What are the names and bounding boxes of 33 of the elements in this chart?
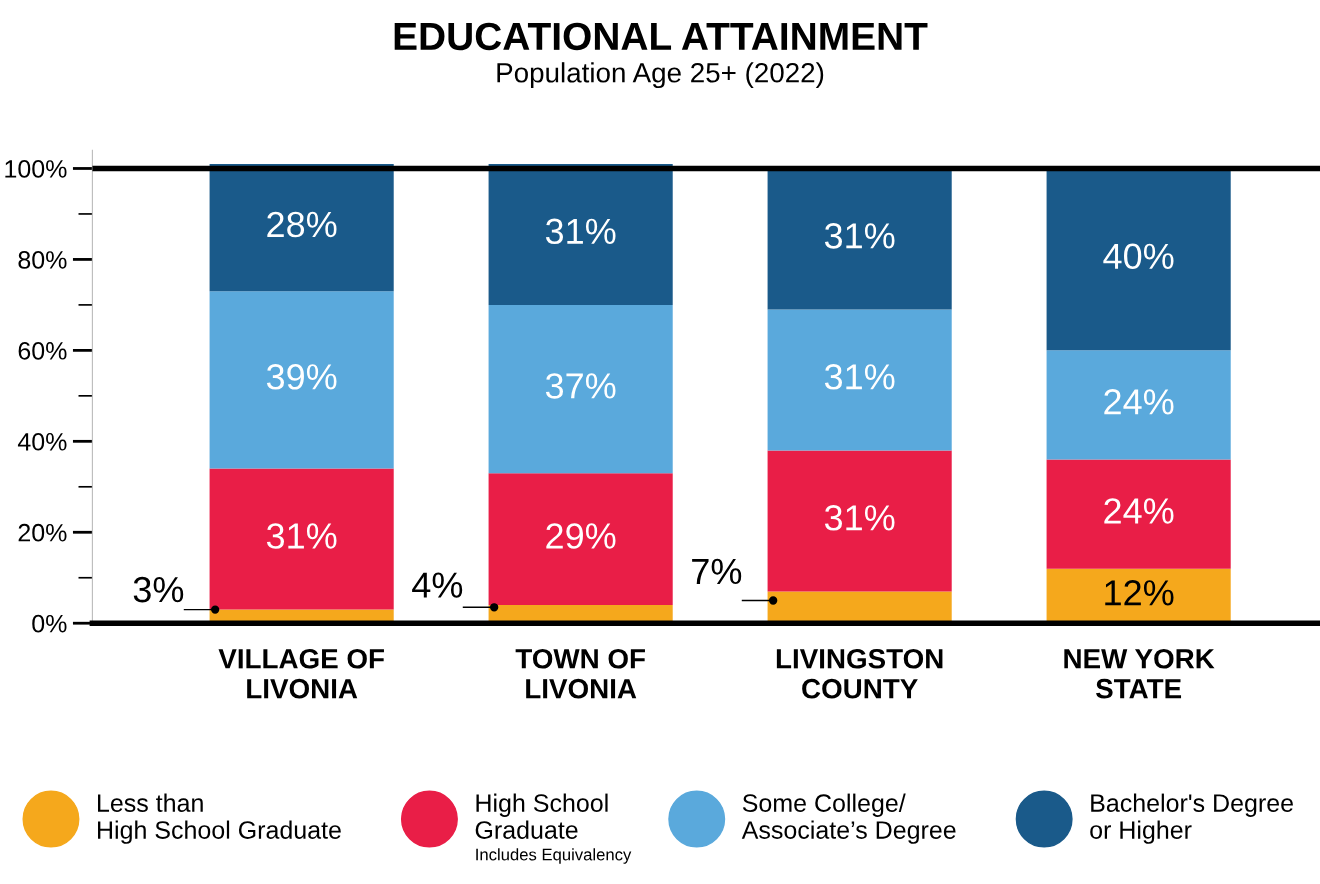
data-label: 31%	[545, 218, 616, 245]
data-label: 7%	[692, 558, 742, 585]
y-tick-label: 20%	[18, 523, 67, 542]
data-label: 31%	[824, 223, 895, 249]
data-label: 24%	[1104, 389, 1174, 415]
data-label: 12%	[1105, 580, 1174, 606]
y-tick-label: 100%	[5, 160, 67, 178]
x-tick-label: NEW YORK STATE	[1064, 648, 1215, 699]
data-label: 28%	[267, 211, 337, 238]
data-label: 40%	[1103, 243, 1174, 270]
legend-label: High School Graduate	[475, 793, 608, 839]
chart-title: EDUCATIONAL ATTAINMENT	[394, 22, 928, 51]
y-tick-label: 60%	[18, 341, 67, 360]
data-label: 37%	[545, 373, 616, 399]
legend-label: Bachelor's Degree or Higher	[1090, 793, 1293, 844]
x-tick-label: TOWN OF LIVONIA	[515, 648, 645, 699]
data-label: 24%	[1104, 498, 1174, 524]
data-label: 31%	[824, 505, 895, 531]
y-tick-label: 40%	[17, 432, 67, 451]
chart-subtitle: Population Age 25+ (2022)	[497, 62, 824, 89]
legend-label: Less than High School Graduate	[98, 793, 341, 844]
data-label: 31%	[824, 364, 895, 390]
text: Includes Equivalency	[476, 848, 632, 864]
data-label: 4%	[412, 572, 463, 598]
y-tick-label: 0%	[32, 614, 67, 633]
data-label: 3%	[133, 576, 184, 603]
legend-label: Some College/ Associate’s Degree	[741, 793, 956, 844]
x-tick-label: LIVINGSTON COUNTY	[776, 648, 943, 699]
data-label: 29%	[546, 523, 616, 549]
data-label: 31%	[266, 523, 337, 549]
x-tick-label: VILLAGE OF LIVONIA	[218, 648, 384, 699]
data-label: 39%	[266, 364, 337, 390]
y-tick-label: 80%	[18, 251, 67, 269]
